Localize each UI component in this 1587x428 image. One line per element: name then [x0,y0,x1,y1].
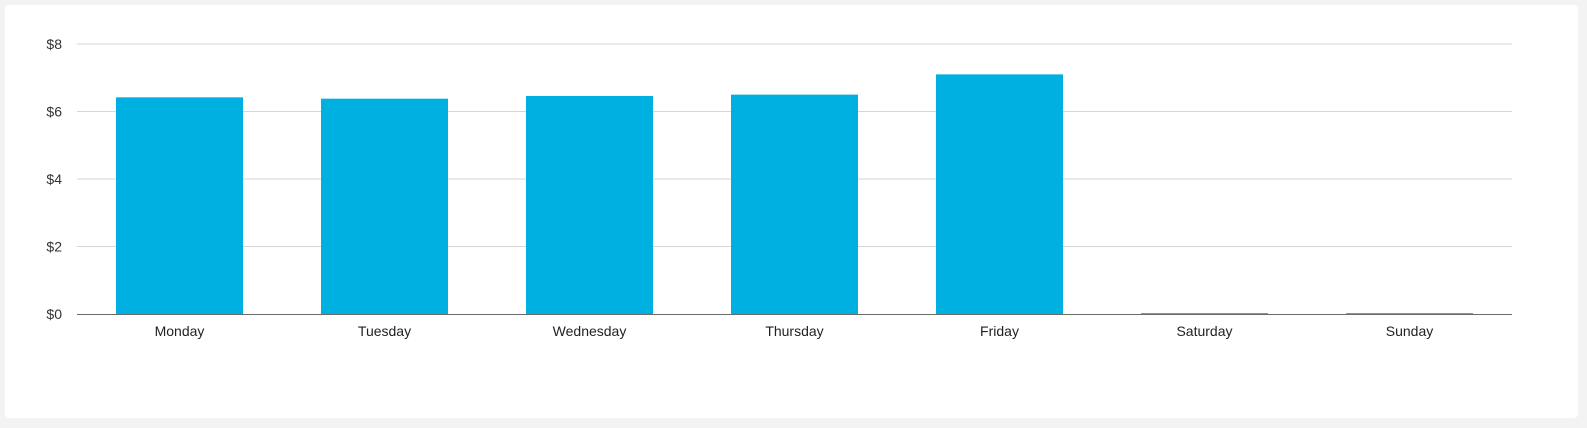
x-tick-label: Thursday [765,323,823,339]
x-tick-label: Wednesday [553,323,627,339]
bar-thursday[interactable] [731,94,858,314]
y-tick-label: $8 [46,36,62,52]
y-tick-label: $4 [46,171,62,187]
bars [116,74,1473,315]
x-tick-label: Saturday [1176,323,1232,339]
x-axis-labels: Monday Tuesday Wednesday Thursday Friday Satu… [155,323,1434,339]
y-axis-ticks: $0 $2 $4 $6 $8 [46,36,62,322]
x-tick-label: Sunday [1386,323,1433,339]
bar-friday[interactable] [936,74,1063,314]
x-tick-label: Friday [980,323,1019,339]
bar-sunday[interactable] [1346,313,1473,315]
y-tick-label: $0 [46,306,62,322]
bar-tuesday[interactable] [321,98,448,314]
x-tick-label: Tuesday [358,323,411,339]
y-tick-label: $6 [46,104,62,120]
bar-wednesday[interactable] [526,95,653,314]
y-tick-label: $2 [46,239,62,255]
bar-monday[interactable] [116,97,243,314]
bar-saturday[interactable] [1141,313,1268,315]
x-tick-label: Monday [155,323,205,339]
